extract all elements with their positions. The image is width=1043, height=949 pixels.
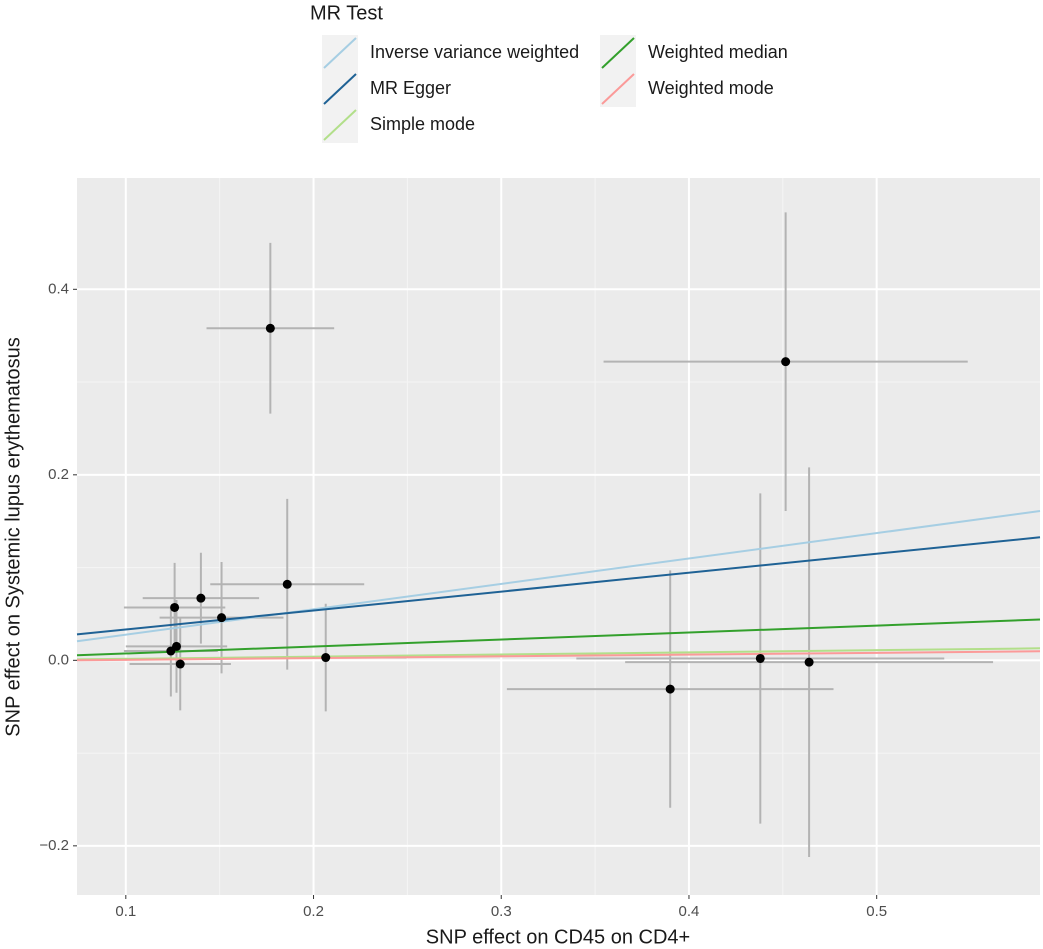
legend-label: MR Egger <box>370 78 451 98</box>
x-tick-label: 0.2 <box>303 903 324 920</box>
marks <box>76 212 1041 857</box>
legend-swatch <box>323 109 357 141</box>
plot-panel <box>77 178 1040 895</box>
y-tick-label: 0.4 <box>48 280 69 297</box>
legend: Inverse variance weighted MR Egger Simple … <box>322 35 788 143</box>
point <box>265 323 275 333</box>
x-tick-label: 0.3 <box>491 903 512 920</box>
regression-line <box>76 650 1041 662</box>
regression-line <box>76 618 1041 657</box>
legend-swatch <box>323 73 357 105</box>
point <box>196 593 206 603</box>
x-tick-label: 0.1 <box>115 903 136 920</box>
legend-label: Weighted mode <box>648 78 774 98</box>
point <box>282 579 292 589</box>
legend-label: Inverse variance weighted <box>370 42 579 62</box>
point <box>170 602 180 612</box>
point <box>175 659 185 669</box>
regression-line <box>76 510 1041 643</box>
point <box>321 653 331 663</box>
point <box>781 357 791 367</box>
legend-title: MR Test <box>310 2 383 24</box>
regression-line <box>76 647 1041 661</box>
y-tick-label: 0.0 <box>48 651 69 668</box>
x-tick-label: 0.4 <box>679 903 700 920</box>
point <box>217 613 227 623</box>
legend-label: Weighted median <box>648 42 788 62</box>
y-tick-label: −0.2 <box>39 837 69 854</box>
y-tick-label: 0.2 <box>48 466 69 483</box>
legend-label: Simple mode <box>370 114 475 134</box>
point <box>755 653 765 663</box>
legend-swatch <box>601 37 635 69</box>
legend-swatch <box>323 37 357 69</box>
point <box>665 684 675 694</box>
point <box>804 657 814 667</box>
regression-line <box>76 536 1041 636</box>
y-axis-title: SNP effect on Systemic lupus erythematos… <box>2 337 24 736</box>
legend-swatch <box>601 73 635 105</box>
point <box>171 641 181 651</box>
x-tick-label: 0.5 <box>866 903 887 920</box>
grid <box>73 178 1040 899</box>
x-axis-title: SNP effect on CD45 on CD4+ <box>426 926 690 948</box>
